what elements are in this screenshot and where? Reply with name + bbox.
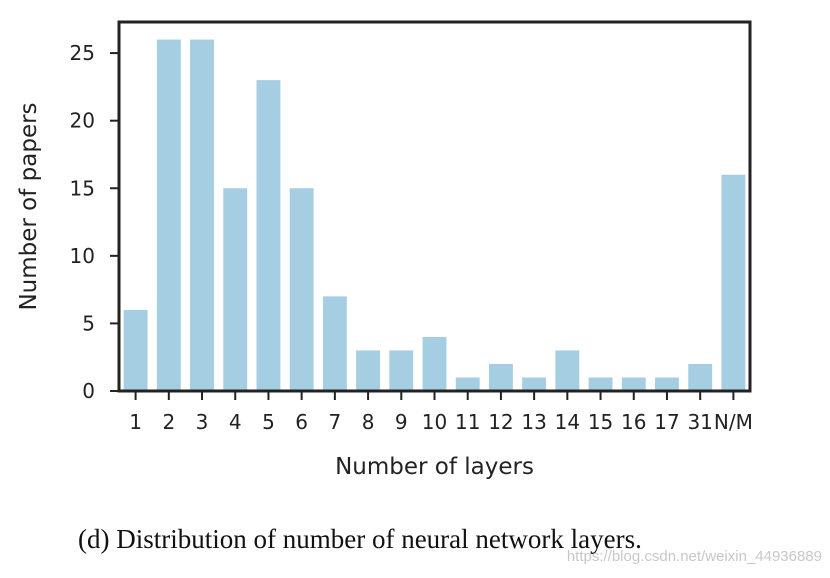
bar-6 [289,188,314,391]
y-axis-ticks: 0 5 10 15 20 25 [70,41,119,403]
bar-10 [422,336,447,391]
y-tick-label: 25 [70,41,95,65]
x-tick-label: 1 [129,410,142,434]
y-tick-label: 5 [82,311,95,335]
bar-12 [488,363,513,391]
x-tick-label: 16 [621,410,646,434]
bar-9 [389,350,414,391]
bars-group [123,39,746,391]
x-tick-label: 15 [588,410,613,434]
y-tick-label: 20 [70,109,95,133]
bar-8 [356,350,381,391]
x-tick-label: 2 [162,410,175,434]
bar-16 [621,377,646,391]
bar-3 [190,39,214,391]
bar-11 [455,377,480,391]
x-tick-label: 12 [488,410,513,434]
bar-7 [322,296,347,391]
figure-caption: (d) Distribution of number of neural net… [78,524,642,554]
bar-17 [655,377,679,391]
y-axis-label: Number of papers [16,102,42,310]
x-tick-label: 7 [329,410,342,434]
bar-1 [123,309,148,391]
y-tick-label: 10 [70,244,95,268]
x-axis-label: Number of layers [335,454,534,480]
x-tick-label: 10 [422,410,447,434]
bar-13 [522,377,547,391]
x-tick-label: 4 [229,410,242,434]
x-tick-label: 8 [362,410,375,434]
x-tick-label: 3 [196,410,209,434]
bar-31 [688,363,713,391]
x-tick-label: 9 [395,410,408,434]
x-tick-label: 5 [262,410,275,434]
x-tick-label: 6 [295,410,308,434]
bar-14 [555,350,580,391]
watermark-url: https://blog.csdn.net/weixin_44936889 [566,548,822,565]
x-tick-label: 14 [555,410,580,434]
x-tick-label: 13 [521,410,546,434]
bar-2 [156,39,181,391]
y-tick-label: 0 [82,379,95,403]
bar-5 [256,80,281,391]
x-tick-label: N/M [714,410,753,434]
y-tick-label: 15 [70,176,95,200]
x-axis-ticks: 1 2 3 4 5 6 7 8 9 10 11 12 13 14 15 16 17 31 N/M [129,391,753,434]
x-tick-label: 31 [687,410,712,434]
x-tick-label: 17 [654,410,679,434]
x-tick-label: 11 [455,410,480,434]
bar-nm [721,174,746,391]
bar-4 [223,188,248,391]
bar-15 [588,377,613,391]
